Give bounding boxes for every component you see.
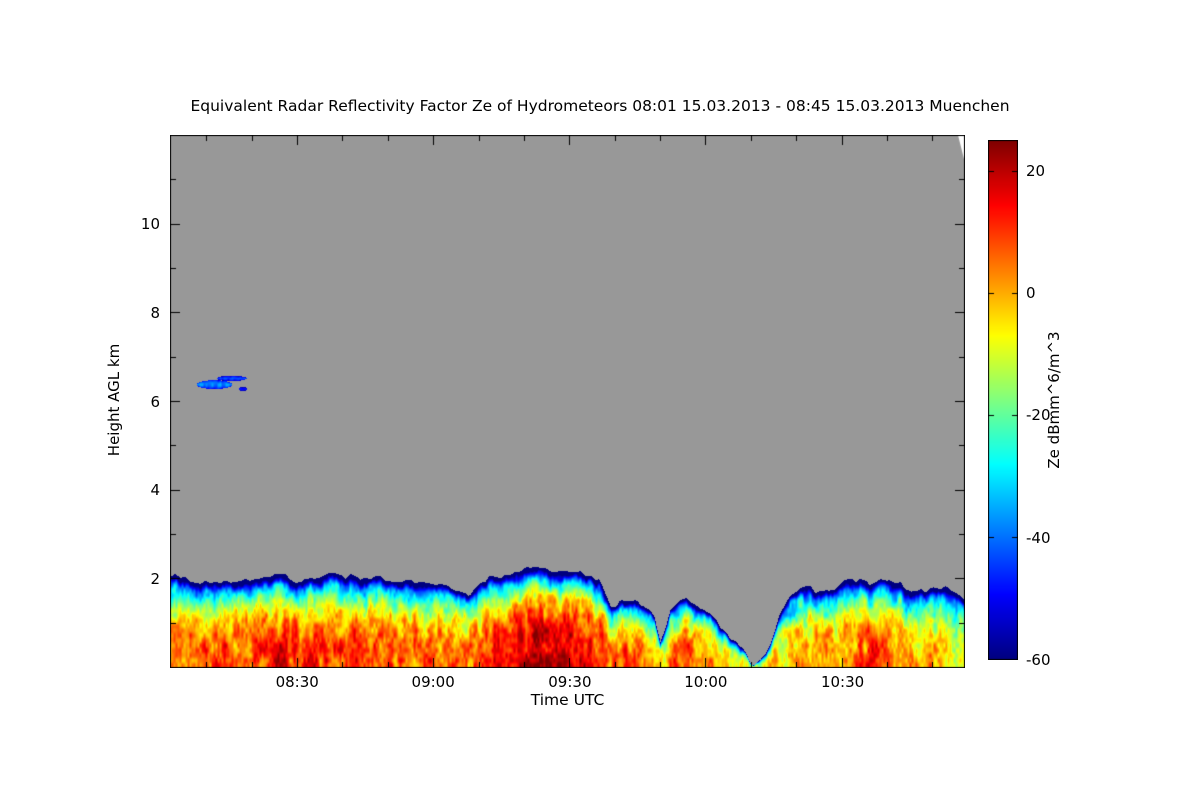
- colorbar-tick-label: -60: [1026, 651, 1051, 669]
- x-axis-label: Time UTC: [530, 691, 605, 709]
- colorbar-tick-label: 0: [1026, 283, 1036, 302]
- colorbar-tick-label: 20: [1026, 161, 1046, 180]
- x-tick-label: 09:30: [548, 673, 592, 691]
- colorbar-tick-label: -40: [1026, 528, 1051, 547]
- x-tick-label: 09:00: [411, 673, 455, 691]
- colorbar-tick-label: -20: [1026, 406, 1051, 425]
- y-tick-label: 8: [150, 303, 160, 322]
- y-tick-label: 10: [140, 214, 160, 233]
- y-tick-label: 6: [150, 392, 160, 411]
- colorbar: [988, 140, 1018, 660]
- colorbar-label: Ze dBmm^6/m^3: [1045, 331, 1063, 469]
- chart-title: Equivalent Radar Reflectivity Factor Ze …: [190, 97, 1010, 115]
- x-tick-label: 10:00: [684, 673, 728, 691]
- y-tick-label: 4: [150, 481, 160, 500]
- heatmap-plot: [170, 135, 965, 668]
- x-tick-label: 10:30: [820, 673, 865, 691]
- y-tick-label: 2: [150, 570, 160, 589]
- x-tick-label: 08:30: [275, 673, 319, 691]
